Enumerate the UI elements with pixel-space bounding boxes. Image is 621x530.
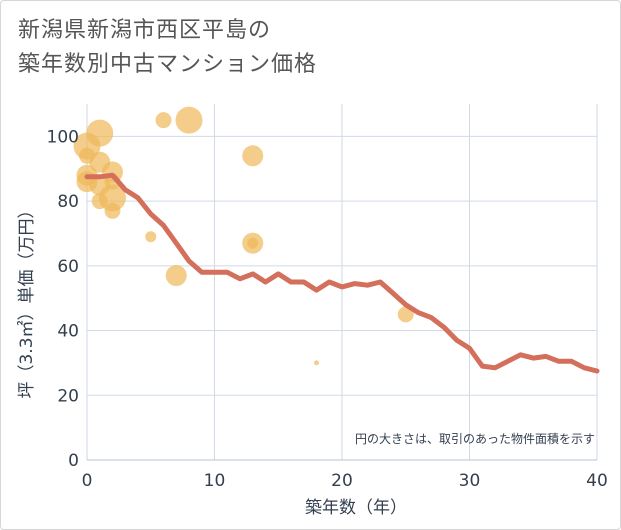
average-price-polyline <box>84 172 600 374</box>
scatter-bubble <box>86 119 114 147</box>
scatter-bubble <box>314 360 319 366</box>
chart-title: 新潟県新潟市西区平島の 築年数別中古マンション価格 <box>18 14 317 82</box>
scatter-bubble <box>175 106 203 134</box>
axis-ticks: 0 20 40 60 80 100 0 10 20 30 40 <box>47 127 608 491</box>
scatter-bubble <box>155 112 172 129</box>
scatter-bubbles <box>73 106 414 366</box>
y-tick-label: 40 <box>57 322 79 342</box>
chart-title-line-2: 築年数別中古マンション価格 <box>18 52 318 77</box>
x-tick-label: 10 <box>204 471 226 491</box>
scatter-bubble <box>165 265 187 287</box>
scatter-bubble <box>397 306 414 323</box>
average-price-line <box>84 172 600 374</box>
scatter-bubble <box>247 237 259 249</box>
grid-lines <box>86 104 598 461</box>
bubble-size-note: 円の大きさは、取引のあった物件面積を示す <box>355 431 595 446</box>
x-tick-label: 0 <box>82 471 93 491</box>
x-tick-label: 40 <box>586 471 608 491</box>
x-axis-label: 築年数（年） <box>305 498 407 518</box>
scatter-bubble <box>242 145 264 167</box>
x-tick-label: 20 <box>331 471 353 491</box>
chart-title-line-1: 新潟県新潟市西区平島の <box>18 18 272 43</box>
scatter-bubble <box>104 202 121 219</box>
y-tick-label: 80 <box>57 192 79 212</box>
y-tick-label: 100 <box>47 127 79 147</box>
y-axis-label: 坪（3.3㎡）単価（万円） <box>17 201 37 398</box>
scatter-bubble <box>99 184 126 212</box>
y-tick-label: 0 <box>68 451 79 471</box>
x-tick-label: 30 <box>459 471 481 491</box>
scatter-bubble <box>145 231 157 243</box>
y-tick-label: 20 <box>57 386 79 406</box>
y-tick-label: 60 <box>57 257 79 277</box>
